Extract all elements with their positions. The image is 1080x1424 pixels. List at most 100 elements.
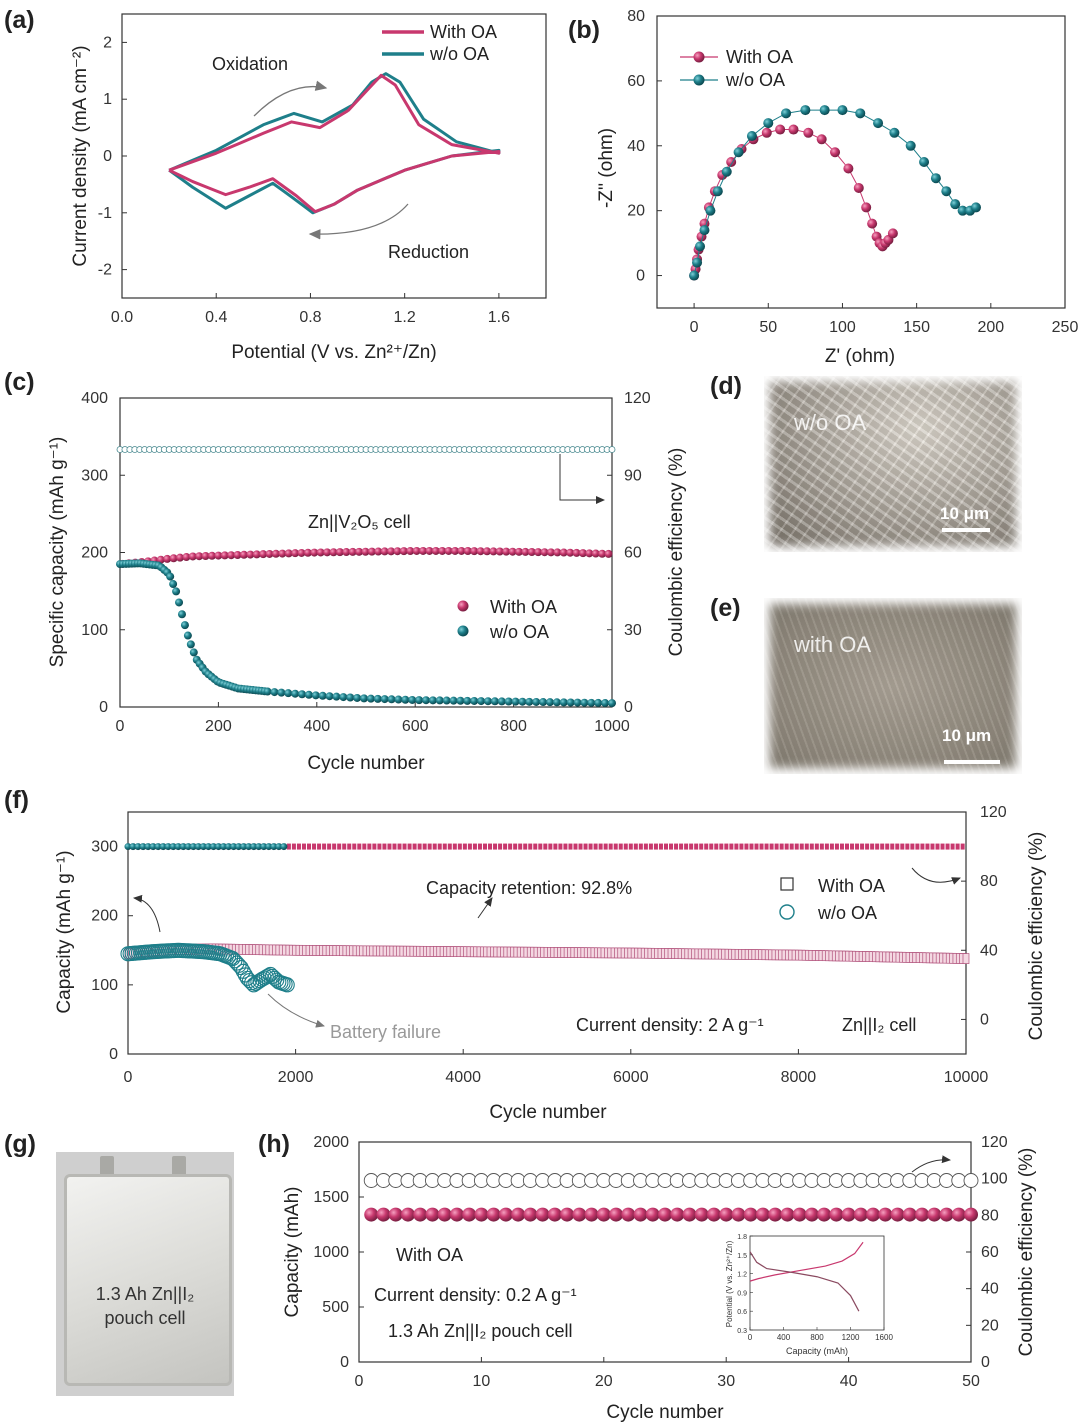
- capacity-point: [841, 1207, 856, 1222]
- eis-point-with-oa: [830, 147, 841, 158]
- eis-point-without-oa: [819, 105, 830, 116]
- capacity-mark-without-oa: [258, 969, 274, 985]
- capacity-point-with-oa: [598, 549, 607, 558]
- sem-d-scale-bar: [942, 528, 990, 532]
- inset-x-tick-label: 1200: [842, 1333, 860, 1342]
- capacity-point: [584, 1207, 599, 1222]
- panel-a-ylabel: Current density (mA cm⁻²): [70, 45, 91, 266]
- inset-y-tick-label: 0.6: [737, 1309, 747, 1316]
- capacity-point-with-oa: [578, 549, 587, 558]
- ce-mark-with-oa: [814, 843, 819, 850]
- capacity-point: [682, 1207, 697, 1222]
- pouch-cell-photo: 1.3 Ah Zn||I₂ pouch cell: [56, 1152, 234, 1396]
- inset-y-tick-label: 1.2: [737, 1272, 747, 1279]
- capacity-point-with-oa: [438, 546, 447, 555]
- eis-point-without-oa: [705, 205, 716, 216]
- panel-f-frame: [127, 811, 967, 1055]
- x-tick-label: 1000: [594, 718, 630, 735]
- ce-mark-without-oa: [225, 843, 233, 851]
- ce-mark-with-oa: [322, 843, 327, 850]
- ce-mark-with-oa: [850, 843, 855, 850]
- ce-mark-with-oa: [538, 843, 543, 850]
- ce-mark-with-oa: [598, 843, 603, 850]
- ce-mark-without-oa: [215, 843, 223, 851]
- x-tick-label: 0: [355, 1373, 364, 1390]
- y-tick-label: 2000: [313, 1134, 349, 1151]
- capacity-point: [645, 1207, 660, 1222]
- y-tick-label: 0: [340, 1354, 349, 1371]
- ce-mark-with-oa: [704, 843, 709, 850]
- x-tick-label: 2000: [278, 1069, 314, 1086]
- ce-mark-with-oa: [915, 843, 920, 850]
- capacity-point-with-oa: [361, 547, 370, 556]
- capacity-point-without-oa: [587, 698, 596, 707]
- panel-h-inset-ylabel: Potential (V vs. Zn²⁺/Zn): [725, 1240, 734, 1327]
- eis-point-with-oa: [803, 127, 814, 138]
- ce-mark-without-oa: [245, 843, 253, 851]
- ce-mark-with-oa: [508, 843, 513, 850]
- capacity-point-with-oa: [521, 547, 530, 556]
- capacity-point-without-oa: [484, 697, 493, 706]
- ce-mark-without-oa: [265, 843, 273, 851]
- capacity-point-without-oa: [580, 698, 589, 707]
- ce-mark-with-oa: [407, 843, 412, 850]
- panel-label-h: (h): [258, 1130, 290, 1158]
- eis-point-with-oa: [853, 182, 864, 193]
- panel-c-legend-with: With OA: [490, 597, 557, 617]
- capacity-point: [621, 1207, 636, 1222]
- ce-mark-with-oa: [397, 843, 402, 850]
- y-tick-label: 20: [627, 203, 645, 220]
- capacity-point-with-oa: [329, 548, 338, 557]
- ce-mark-with-oa: [583, 843, 588, 850]
- panel-b-chart: 0 50 100 150 200 250 0 20 40 60 80 Z' (ohm) -Z'' (…: [596, 8, 1078, 367]
- y2-tick-label: 0: [624, 699, 633, 716]
- y-tick-label: 60: [627, 73, 645, 90]
- panel-a-oxidation-label: Oxidation: [212, 54, 288, 74]
- capacity-point-without-oa: [304, 690, 313, 699]
- pouch-label-line2: pouch cell: [104, 1308, 186, 1328]
- eis-point-with-oa: [761, 127, 772, 138]
- capacity-point: [437, 1207, 452, 1222]
- panel-f-failure: Battery failure: [330, 1022, 441, 1042]
- capacity-point-without-oa: [477, 697, 486, 706]
- ce-mark-with-oa: [307, 843, 312, 850]
- panel-b-legend-with-marker: [693, 51, 705, 63]
- capacity-point: [523, 1207, 538, 1222]
- ce-mark-with-oa: [950, 843, 955, 850]
- capacity-point-without-oa: [263, 687, 272, 696]
- capacity-point-without-oa: [594, 698, 603, 707]
- panel-f-legend-without: w/o OA: [817, 903, 877, 923]
- ce-mark-with-oa: [855, 843, 860, 850]
- x-tick-label: 250: [1052, 319, 1079, 336]
- ce-mark-with-oa: [694, 843, 699, 850]
- ce-mark-with-oa: [920, 843, 925, 850]
- capacity-point-with-oa: [323, 548, 332, 557]
- ce-mark-with-oa: [286, 843, 291, 850]
- ce-mark-with-oa: [890, 843, 895, 850]
- capacity-point-with-oa: [431, 546, 440, 555]
- capacity-point-without-oa: [387, 695, 396, 704]
- ce-mark-with-oa: [633, 843, 638, 850]
- capacity-point-without-oa: [298, 690, 307, 699]
- capacity-point-with-oa: [508, 547, 517, 556]
- ce-mark-with-oa: [658, 843, 663, 850]
- y-tick-label: 0: [636, 268, 645, 285]
- x-tick-label: 0: [124, 1069, 133, 1086]
- y-tick-label: 1000: [313, 1244, 349, 1261]
- eis-line-without-oa: [693, 109, 977, 276]
- capacity-point-with-oa: [335, 548, 344, 557]
- capacity-point: [939, 1207, 954, 1222]
- ce-mark-with-oa: [875, 843, 880, 850]
- capacity-point: [474, 1207, 489, 1222]
- ce-mark-with-oa: [342, 843, 347, 850]
- capacity-point-with-oa: [176, 553, 185, 562]
- eis-line-with-oa: [693, 129, 894, 276]
- panel-f-ce-arrow-left: [133, 894, 161, 933]
- eis-point-without-oa: [837, 105, 848, 116]
- ce-mark-with-oa: [794, 843, 799, 850]
- y-tick-label: 0: [99, 699, 108, 716]
- y-tick-label: 400: [81, 390, 108, 407]
- capacity-point: [547, 1207, 562, 1222]
- panel-a-oxidation-arrow: [253, 80, 328, 117]
- ce-mark-with-oa: [382, 843, 387, 850]
